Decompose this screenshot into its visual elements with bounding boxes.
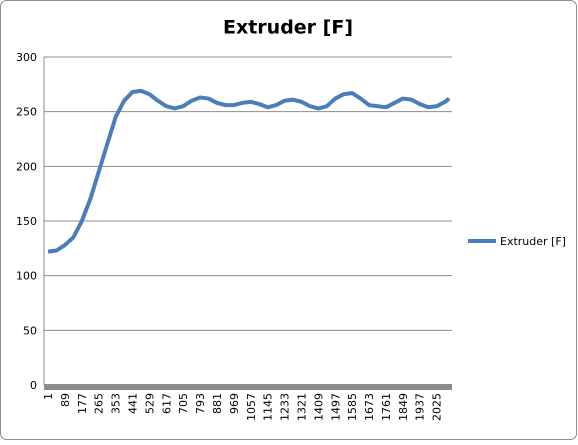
y-tick-label: 100	[16, 270, 37, 283]
x-tick-label: 1937	[414, 393, 427, 421]
x-tick-label: 1	[42, 393, 55, 400]
x-tick-label: 2025	[431, 393, 444, 421]
x-tick-label: 793	[194, 393, 207, 414]
x-tick-label: 617	[160, 393, 173, 414]
x-tick-label: 177	[76, 393, 89, 414]
x-tick-label: 1673	[363, 393, 376, 421]
y-tick-label: 250	[16, 106, 37, 119]
x-tick-label: 1233	[279, 393, 292, 421]
y-tick-label: 150	[16, 215, 37, 228]
line-series	[47, 88, 451, 254]
x-tick-label: 705	[177, 393, 190, 414]
x-tick-label: 1057	[245, 393, 258, 421]
y-tick-label: 200	[16, 160, 37, 173]
x-tick-label: 881	[211, 393, 224, 414]
y-tick-label: 50	[23, 324, 37, 337]
legend-label: Extruder [F]	[500, 235, 566, 248]
x-tick-label: 1849	[397, 393, 410, 421]
y-tick-label: 0	[30, 379, 37, 392]
x-axis-band	[44, 384, 452, 390]
x-tick-label: 529	[143, 393, 156, 414]
x-tick-label: 1761	[380, 393, 393, 421]
x-tick-label: 265	[93, 393, 106, 414]
x-tick-label: 1145	[262, 393, 275, 421]
x-tick-label: 1497	[329, 393, 342, 421]
x-tick-label: 969	[228, 393, 241, 414]
x-tick-label: 441	[127, 393, 140, 414]
x-tick-label: 1409	[312, 393, 325, 421]
x-tick-label: 89	[59, 393, 72, 407]
y-tick-label: 300	[16, 51, 37, 64]
x-tick-label: 1321	[295, 393, 308, 421]
x-tick-label: 1585	[346, 393, 359, 421]
chart-title: Extruder [F]	[223, 17, 353, 39]
x-tick-label: 353	[110, 393, 123, 414]
